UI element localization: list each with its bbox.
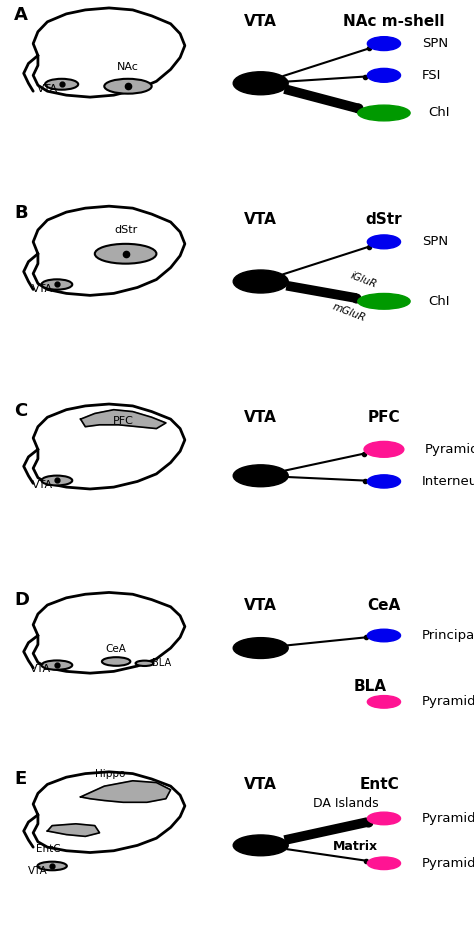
Ellipse shape	[41, 279, 72, 290]
Text: NAc: NAc	[117, 62, 139, 73]
Polygon shape	[81, 410, 166, 429]
Circle shape	[233, 72, 288, 94]
Polygon shape	[47, 824, 100, 836]
Text: iGluR: iGluR	[349, 270, 378, 290]
Text: E: E	[14, 770, 27, 788]
Text: PFC: PFC	[113, 416, 134, 426]
Text: VTA: VTA	[244, 212, 277, 228]
Text: ChI: ChI	[428, 107, 449, 120]
Circle shape	[233, 270, 288, 293]
Text: EntC: EntC	[359, 777, 399, 792]
Ellipse shape	[358, 294, 410, 310]
Text: PFC: PFC	[368, 410, 400, 425]
Text: CeA: CeA	[367, 598, 401, 613]
Text: VTA: VTA	[244, 777, 277, 792]
Ellipse shape	[102, 657, 130, 666]
Text: dStr: dStr	[114, 225, 137, 235]
Text: VTA: VTA	[32, 284, 53, 295]
Ellipse shape	[45, 78, 78, 90]
Text: C: C	[14, 402, 27, 420]
Text: VTA: VTA	[30, 665, 51, 674]
Text: VTA: VTA	[244, 14, 277, 29]
Circle shape	[367, 37, 401, 51]
Text: SPN: SPN	[422, 235, 448, 248]
Text: VTA: VTA	[37, 84, 58, 94]
Circle shape	[364, 442, 404, 457]
Text: BLA: BLA	[353, 679, 386, 694]
Text: VTA: VTA	[32, 480, 53, 490]
Text: ChI: ChI	[428, 295, 449, 308]
Polygon shape	[81, 781, 171, 802]
Ellipse shape	[136, 661, 154, 666]
Circle shape	[367, 235, 401, 249]
Text: Pyramidal: Pyramidal	[425, 443, 474, 456]
Text: Interneuron: Interneuron	[422, 475, 474, 488]
Ellipse shape	[95, 244, 156, 263]
Ellipse shape	[41, 476, 72, 485]
Text: Matrix: Matrix	[333, 840, 378, 853]
Text: EntC: EntC	[36, 844, 60, 853]
Text: Pyramidal: Pyramidal	[422, 696, 474, 708]
Text: VTA: VTA	[244, 598, 277, 613]
Text: CeA: CeA	[106, 644, 127, 654]
Circle shape	[367, 696, 401, 708]
Text: Principal: Principal	[422, 629, 474, 642]
Text: Pyramidal: Pyramidal	[422, 857, 474, 869]
Ellipse shape	[37, 862, 67, 870]
Circle shape	[233, 637, 288, 659]
Text: B: B	[14, 204, 28, 222]
Circle shape	[367, 630, 401, 642]
Ellipse shape	[358, 105, 410, 121]
Ellipse shape	[41, 661, 72, 669]
Circle shape	[233, 834, 288, 856]
Text: Hippo: Hippo	[95, 769, 125, 779]
Text: FSI: FSI	[422, 69, 441, 82]
Text: A: A	[14, 6, 28, 24]
Text: SPN: SPN	[422, 37, 448, 50]
Ellipse shape	[104, 78, 152, 93]
Text: BLA: BLA	[152, 658, 171, 668]
Text: VTA: VTA	[244, 410, 277, 425]
Circle shape	[367, 812, 401, 825]
Circle shape	[367, 475, 401, 488]
Text: NAc m-shell: NAc m-shell	[343, 14, 444, 29]
Text: dStr: dStr	[365, 212, 402, 228]
Text: D: D	[14, 591, 29, 609]
Text: mGluR: mGluR	[331, 301, 367, 324]
Text: Pyramidal: Pyramidal	[422, 812, 474, 825]
Text: VTA: VTA	[28, 866, 48, 876]
Text: DA Islands: DA Islands	[313, 797, 379, 810]
Circle shape	[367, 857, 401, 869]
Circle shape	[233, 464, 288, 487]
Circle shape	[367, 68, 401, 82]
